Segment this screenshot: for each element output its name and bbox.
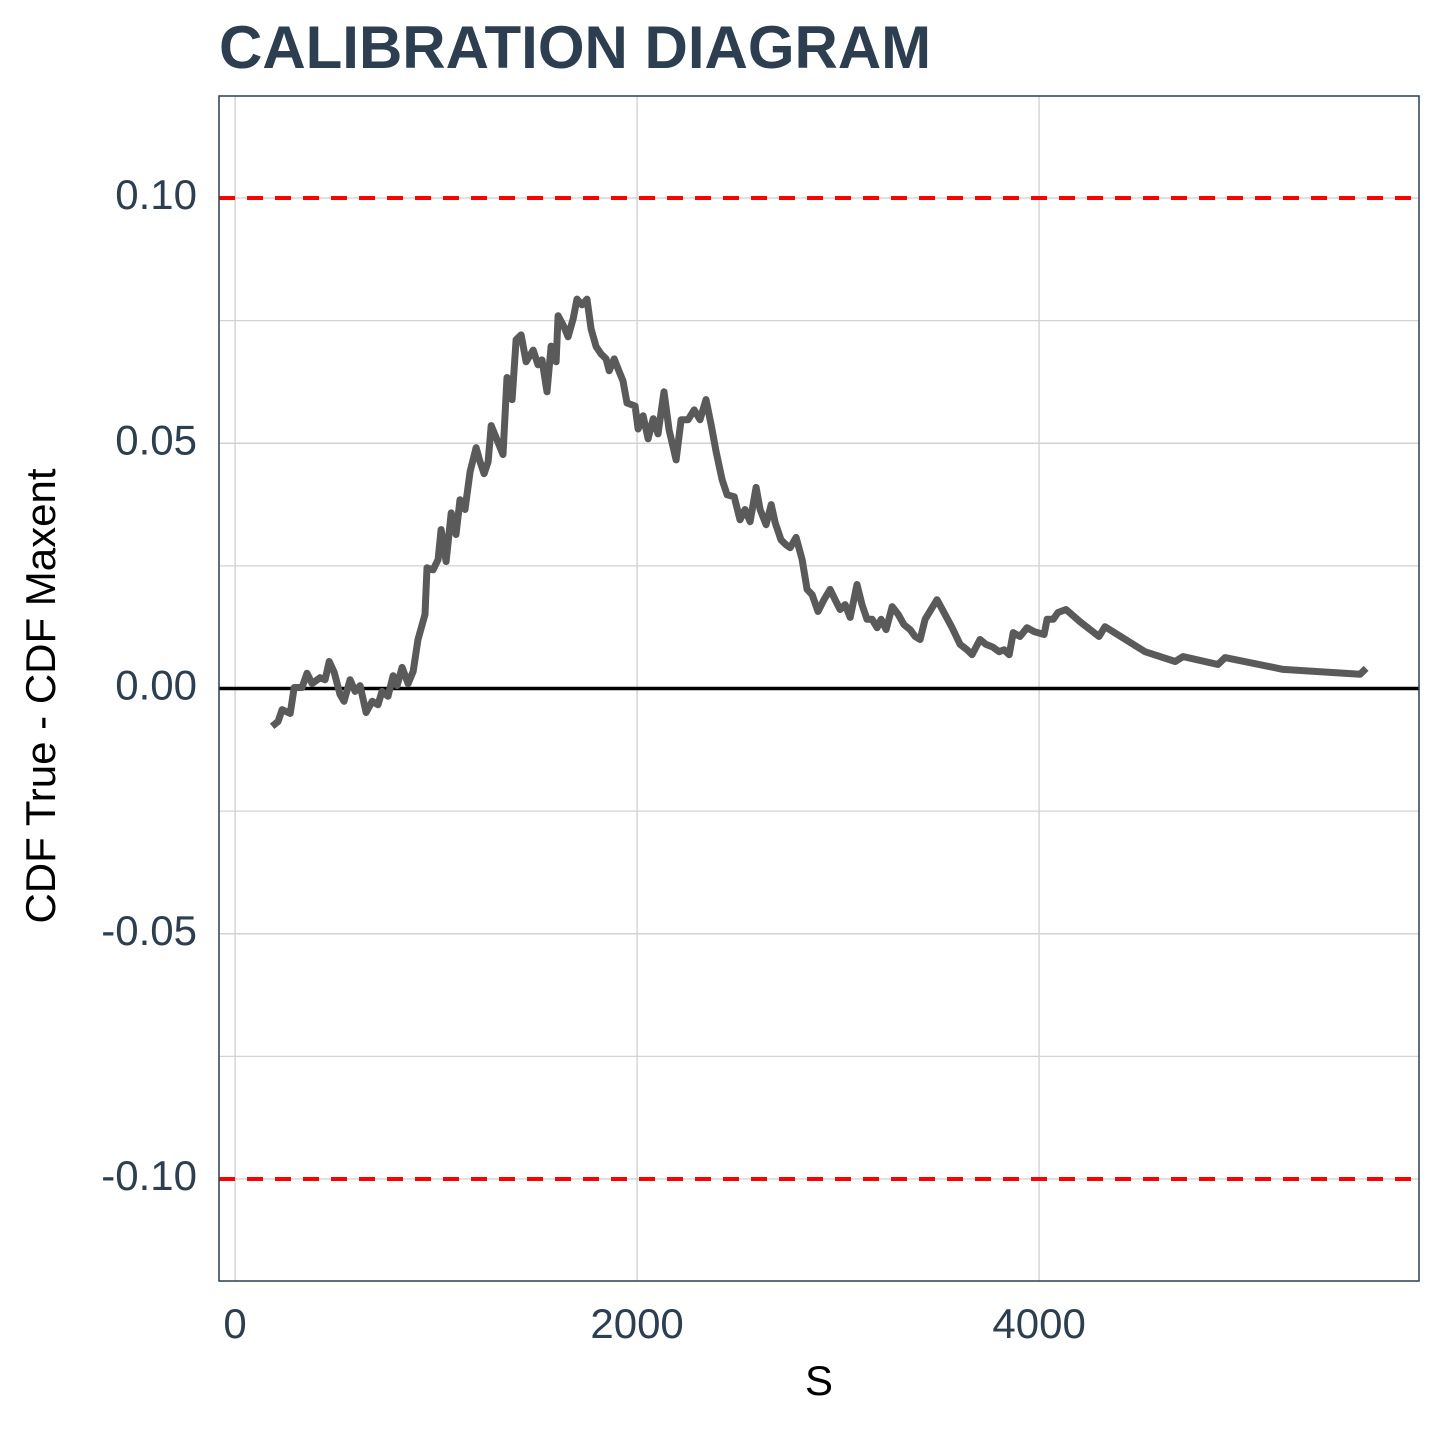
x-tick-label: 4000 bbox=[992, 1300, 1085, 1347]
y-tick-label: 0.10 bbox=[115, 171, 197, 218]
data-line bbox=[269, 295, 1369, 730]
x-axis-label: S bbox=[805, 1357, 833, 1404]
y-tick-label: -0.10 bbox=[101, 1152, 197, 1199]
y-tick-label: 0.05 bbox=[115, 416, 197, 463]
y-axis-label: CDF True - CDF Maxent bbox=[17, 468, 64, 923]
y-tick-label: 0.00 bbox=[115, 662, 197, 709]
x-tick-label: 2000 bbox=[590, 1300, 683, 1347]
chart-title: CALIBRATION DIAGRAM bbox=[219, 14, 931, 81]
panel-border bbox=[218, 95, 1420, 1282]
y-tick-label: -0.05 bbox=[101, 907, 197, 954]
x-tick-label: 0 bbox=[223, 1300, 246, 1347]
